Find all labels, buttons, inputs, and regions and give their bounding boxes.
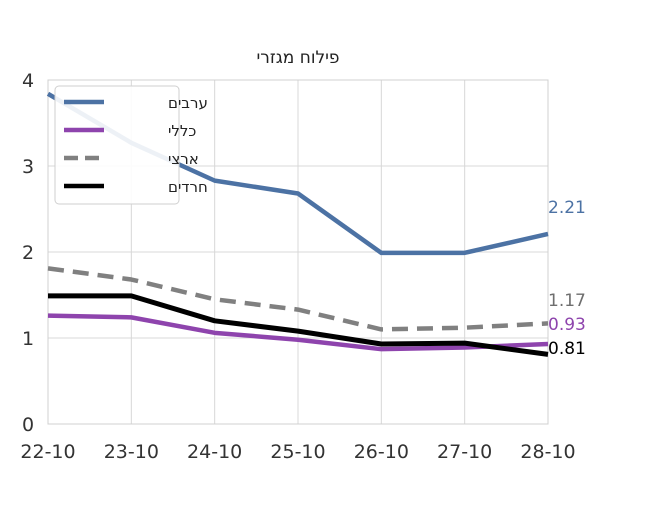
tick-labels: 22-10 23-10 24-10 25-10 26-10 27-10 28-10 0 1 2 3 4 [20,70,575,463]
legend-label: ערבים [168,94,208,112]
legend: ערבים כללי ארצי חרדים [54,85,208,205]
legend-label: כללי [168,122,196,140]
series-line-2 [47,313,549,352]
x-tick-label: 28-10 [520,441,575,463]
series-end-label: 2.21 [548,198,586,218]
series-end-label: 0.81 [548,339,586,359]
y-tick-label: 0 [22,414,34,436]
x-tick-label: 23-10 [104,441,159,463]
x-tick-label: 25-10 [270,441,325,463]
x-tick-label: 24-10 [187,441,242,463]
legend-label: חרדים [168,178,208,196]
x-tick-label: 27-10 [437,441,492,463]
series-end-label: 1.17 [548,291,586,311]
series-line-3 [47,266,549,332]
y-tick-label: 1 [22,328,34,350]
x-tick-label: 26-10 [354,441,409,463]
y-tick-label: 2 [22,242,34,264]
legend-box [54,85,180,205]
chart-title: פילוח מגזרי [256,48,339,68]
end-labels: 2.21 0.93 1.17 0.81 [548,198,586,359]
legend-label: ארצי [168,150,199,168]
x-tick-label: 22-10 [20,441,75,463]
series-end-label: 0.93 [548,315,586,335]
plot-frame [47,79,549,425]
y-tick-label: 4 [22,70,34,92]
y-tick-label: 3 [22,156,34,178]
series-line-4 [48,293,549,357]
